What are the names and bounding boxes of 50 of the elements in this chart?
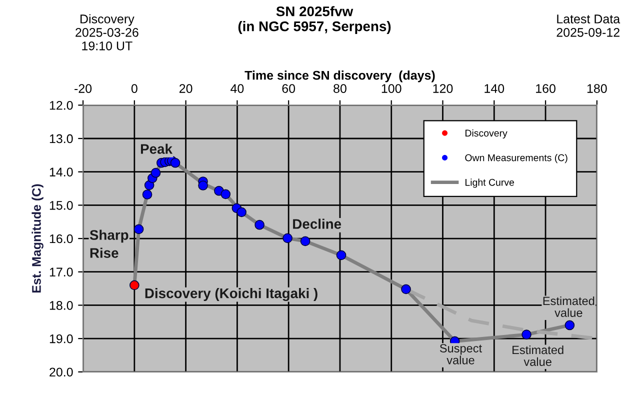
chart-title: SN 2025fvw (in NGC 5957, Serpens) bbox=[238, 6, 391, 34]
point bbox=[220, 189, 231, 200]
annotation: Decline bbox=[293, 218, 342, 229]
point bbox=[170, 158, 180, 168]
legend-label: Light Curve bbox=[466, 178, 514, 188]
annotation: Suspect value bbox=[440, 344, 482, 364]
x-tick-label: 140 bbox=[484, 84, 504, 93]
y-tick-label: 19.0 bbox=[50, 334, 73, 344]
annotation: Peak bbox=[140, 144, 172, 154]
x-tick-label: 160 bbox=[536, 84, 556, 93]
x-tick-label: 60 bbox=[282, 84, 296, 93]
x-tick-label: 80 bbox=[334, 84, 346, 93]
annotation: Estimated value bbox=[512, 345, 564, 366]
y-tick-label: 12.0 bbox=[50, 100, 73, 110]
y-tick-label: 14.0 bbox=[50, 168, 73, 176]
x-tick-label: 100 bbox=[382, 84, 402, 93]
point bbox=[522, 330, 532, 340]
annotation: Discovery (Koichi Itagaki ) bbox=[145, 288, 318, 302]
y-tick-label: 18.0 bbox=[50, 301, 73, 310]
x-tick-label: 120 bbox=[433, 84, 453, 93]
point bbox=[564, 320, 575, 330]
x-tick-label: 180 bbox=[587, 84, 607, 93]
text: Latest Data 2025-09-12 bbox=[556, 14, 620, 37]
point bbox=[142, 190, 152, 200]
point bbox=[134, 224, 144, 234]
point bbox=[198, 180, 208, 190]
annotation: Sharp Rise bbox=[90, 230, 128, 258]
point bbox=[236, 207, 246, 218]
point bbox=[300, 236, 310, 246]
point bbox=[336, 250, 346, 260]
x-tick-label: -20 bbox=[74, 84, 92, 93]
annotation: Estimated value bbox=[543, 296, 594, 317]
x-tick-label: 0 bbox=[131, 84, 138, 93]
point bbox=[401, 284, 411, 294]
x-tick-label: 20 bbox=[179, 84, 192, 93]
y-tick-label: 20.0 bbox=[50, 368, 73, 377]
point bbox=[129, 280, 140, 290]
y-tick-label: 13.0 bbox=[50, 134, 73, 144]
x-axis-title: Time since SN discovery (days) bbox=[244, 70, 435, 82]
y-tick-label: 15.0 bbox=[50, 200, 73, 210]
x-tick-label: 40 bbox=[230, 84, 244, 93]
legend-label: Own Measurements (C) bbox=[465, 154, 568, 164]
y-axis-title: Est. Magnitude (C) bbox=[32, 184, 44, 293]
y-tick-label: 17.0 bbox=[50, 268, 73, 277]
text: Discovery 2025-03-26 19:10 UT bbox=[76, 14, 138, 50]
point bbox=[282, 233, 292, 244]
legend-label: Discovery bbox=[466, 129, 508, 138]
y-tick-label: 16.0 bbox=[50, 234, 73, 244]
point bbox=[254, 220, 264, 230]
point bbox=[150, 168, 161, 178]
